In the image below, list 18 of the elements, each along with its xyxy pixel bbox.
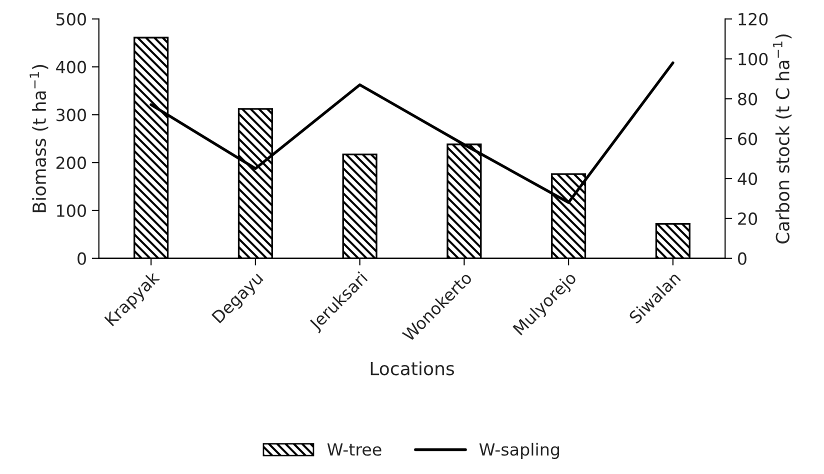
y2-axis-title: Carbon stock (t C ha$^{−1}$): [773, 34, 792, 244]
y-axis-title: Biomass (t ha$^{−1}$): [30, 65, 48, 212]
y-tick-label: 300: [56, 108, 86, 122]
y-tick-label: 200: [56, 156, 86, 170]
y-tick-label: 400: [56, 60, 86, 74]
y2-tick-label: 0: [738, 252, 746, 265]
y2-tick-label: 60: [738, 132, 758, 146]
y2-tick-label: 20: [738, 212, 758, 226]
y2-tick-label: 80: [738, 92, 758, 106]
x-axis-title: Locations: [370, 361, 454, 376]
legend-label: W-sapling: [479, 442, 560, 459]
y2-tick-label: 120: [738, 12, 768, 26]
y2-tick-label: 100: [738, 52, 768, 66]
y2-tick-label: 40: [738, 172, 758, 186]
legend-label: W-tree: [327, 443, 382, 456]
y-tick-label: 100: [57, 204, 86, 218]
y-tick-label: 0: [78, 252, 86, 265]
y-tick-label: 500: [56, 12, 86, 26]
